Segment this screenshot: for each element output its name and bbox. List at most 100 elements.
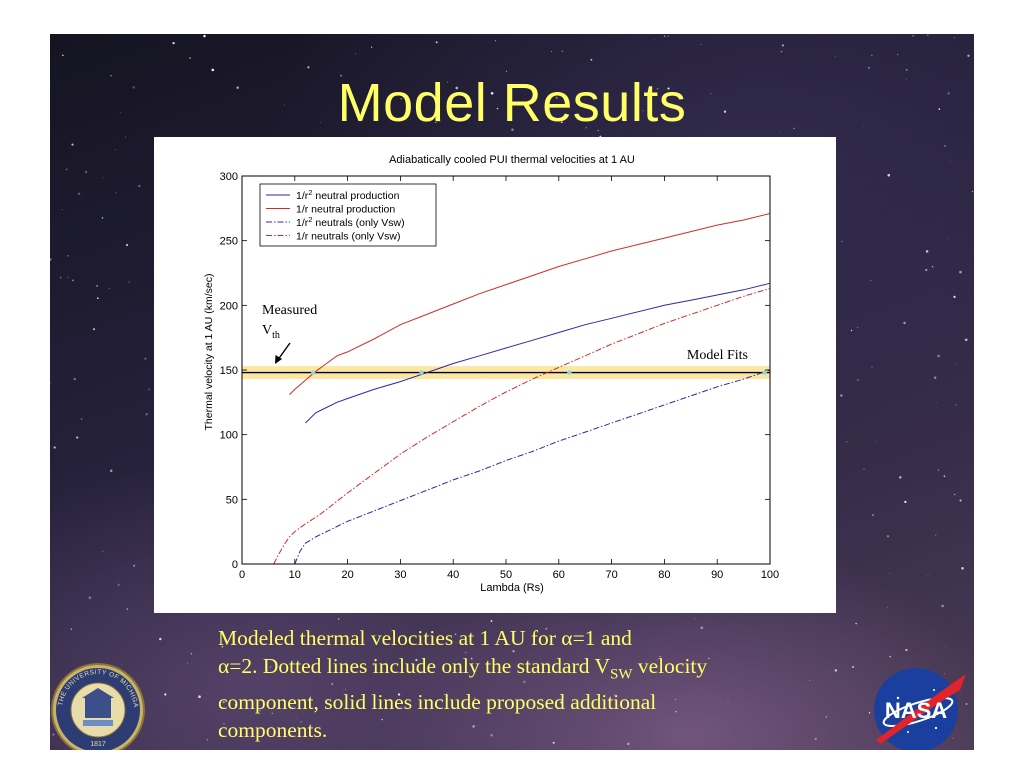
star [78, 193, 81, 196]
star [668, 36, 669, 37]
star [338, 618, 340, 620]
star [127, 608, 128, 609]
star [954, 494, 956, 496]
caption-line-2: α=2. Dotted lines include only the stand… [218, 652, 858, 688]
star [189, 57, 191, 59]
star [906, 69, 908, 71]
star [322, 749, 323, 750]
star [89, 596, 92, 599]
star [118, 584, 120, 586]
star [937, 355, 940, 358]
star [887, 174, 890, 177]
star [934, 377, 936, 379]
star [782, 44, 784, 46]
model-fits-label: Model Fits [687, 348, 748, 363]
star [97, 297, 99, 299]
star [115, 192, 116, 193]
star [887, 607, 888, 608]
star [62, 209, 63, 210]
y-tick-label: 200 [220, 300, 238, 312]
star [961, 567, 964, 570]
star [491, 620, 493, 622]
star [562, 51, 563, 52]
star [50, 258, 52, 260]
caption-line-1: Modeled thermal velocities at 1 AU for α… [218, 624, 858, 652]
star [591, 59, 593, 61]
y-tick-label: 250 [220, 236, 238, 248]
star [164, 693, 166, 695]
star [206, 60, 207, 61]
x-tick-label: 70 [605, 569, 617, 581]
star [857, 327, 858, 328]
star [936, 402, 937, 403]
caption-line-3: component, solid lines include proposed … [218, 688, 858, 716]
star [54, 446, 56, 448]
star [138, 185, 140, 187]
star [950, 161, 951, 162]
star [926, 250, 929, 253]
star [664, 35, 666, 37]
star [841, 241, 842, 242]
star [944, 475, 946, 477]
star [844, 611, 845, 612]
star [876, 441, 877, 442]
star [109, 288, 110, 289]
star [654, 39, 655, 40]
star [96, 285, 97, 286]
fit-point-3 [567, 370, 571, 374]
star [355, 53, 356, 54]
star [102, 177, 103, 178]
star [905, 649, 907, 651]
x-tick-label: 60 [553, 569, 565, 581]
star [191, 653, 193, 655]
y-tick-label: 150 [220, 365, 238, 377]
star [71, 628, 72, 629]
star [56, 172, 57, 173]
star [211, 69, 214, 72]
star [81, 418, 83, 420]
star [889, 656, 891, 658]
star [948, 238, 949, 239]
star [126, 244, 128, 246]
x-tick-label: 90 [711, 569, 723, 581]
x-tick-label: 0 [239, 569, 245, 581]
star [102, 217, 104, 219]
fit-point-4 [763, 370, 767, 374]
star [953, 296, 955, 298]
star [50, 382, 51, 384]
star [71, 144, 73, 146]
star [85, 171, 87, 173]
star [148, 389, 150, 391]
star [954, 37, 955, 38]
star [912, 35, 914, 37]
y-tick-label: 50 [226, 494, 238, 506]
star [851, 330, 852, 331]
chart: Adiabatically cooled PUI thermal velocit… [154, 137, 836, 613]
star [133, 565, 135, 567]
caption: Modeled thermal velocities at 1 AU for α… [218, 624, 858, 744]
star [74, 378, 76, 380]
fit-point-1 [311, 370, 315, 374]
star [967, 55, 969, 57]
star [948, 269, 949, 270]
plot-area: 0 10 20 30 40 50 60 70 80 90 100050100150200250300… [220, 171, 780, 581]
star [172, 42, 174, 44]
star [840, 394, 842, 396]
caption-line-2-sub: SW [610, 666, 633, 682]
star [436, 41, 438, 43]
slide-title: Model Results [50, 72, 974, 134]
star [495, 40, 496, 41]
x-tick-label: 40 [447, 569, 459, 581]
star [870, 280, 871, 281]
star [946, 646, 947, 647]
star [68, 277, 69, 278]
star [857, 379, 859, 381]
chart-title: Adiabatically cooled PUI thermal velocit… [389, 154, 635, 166]
seal-year: 1817 [90, 741, 106, 748]
star [903, 322, 905, 324]
star [60, 277, 62, 279]
star [129, 282, 130, 283]
slide: Model Results Adiabatically cooled PUI t… [50, 34, 974, 750]
y-axis-label: Thermal velocity at 1 AU (km/sec) [203, 274, 215, 431]
star [935, 535, 936, 536]
